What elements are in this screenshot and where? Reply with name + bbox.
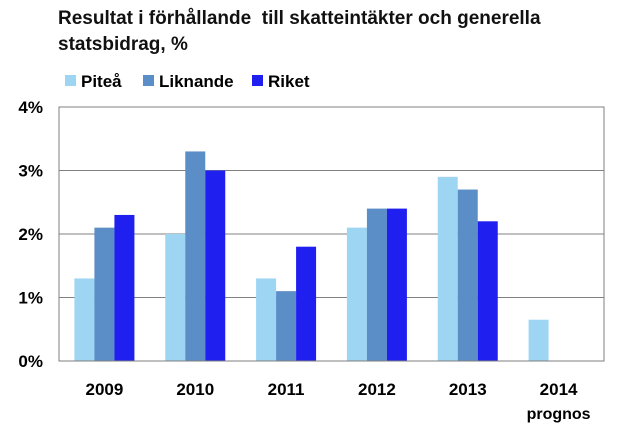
- bar-piteå-2012: [346, 227, 367, 361]
- y-tick-label: 0%: [18, 352, 43, 371]
- bar-liknande-2011: [276, 291, 297, 361]
- bar-riket-2011: [296, 246, 317, 361]
- gridlines: [59, 106, 604, 298]
- legend-label-piteå: Piteå: [81, 72, 122, 91]
- legend-label-liknande: Liknande: [159, 72, 234, 91]
- x-tick-label: 2009: [86, 380, 124, 399]
- y-tick-label: 1%: [18, 289, 43, 308]
- x-axis-labels: 2009 2010 2011 2012 2013 2014 prognos: [86, 380, 591, 423]
- bar-piteå-2013: [437, 176, 458, 361]
- bar-liknande-2013: [457, 189, 478, 361]
- y-axis-ticks: 0% 1% 2% 3% 4%: [18, 98, 43, 371]
- plot-area: [58, 106, 605, 362]
- bar-riket-2009: [114, 214, 135, 361]
- bar-piteå-2014: [528, 319, 549, 361]
- legend-swatch-piteå: [65, 75, 76, 86]
- bar-liknande-2012: [366, 208, 387, 361]
- x-tick-label: 2013: [449, 380, 487, 399]
- x-tick-label: 2012: [358, 380, 396, 399]
- y-tick-label: 2%: [18, 225, 43, 244]
- bar-riket-2010: [205, 170, 226, 361]
- bar-liknande-2009: [94, 227, 115, 361]
- x-tick-label: 2014: [540, 380, 578, 399]
- bar-piteå-2011: [256, 278, 277, 361]
- bar-riket-2012: [386, 208, 407, 361]
- chart-title-line1: Resultat i förhållande till skatteintäkt…: [58, 8, 541, 29]
- legend-swatch-liknande: [143, 75, 154, 86]
- y-tick-label: 3%: [18, 162, 43, 181]
- legend: Piteå Liknande Riket: [65, 72, 310, 91]
- bar-piteå-2009: [74, 278, 95, 361]
- chart-title-line2: statsbidrag, %: [58, 34, 188, 55]
- bar-riket-2013: [477, 221, 498, 361]
- x-tick-label: 2010: [176, 380, 214, 399]
- legend-swatch-riket: [252, 75, 263, 86]
- bar-liknande-2010: [185, 151, 206, 361]
- bars: [74, 151, 549, 361]
- x-tick-label: 2011: [268, 380, 305, 399]
- x-tick-sublabel: prognos: [527, 406, 591, 423]
- y-tick-label: 4%: [18, 98, 43, 117]
- bar-piteå-2010: [165, 234, 186, 361]
- legend-label-riket: Riket: [268, 72, 310, 91]
